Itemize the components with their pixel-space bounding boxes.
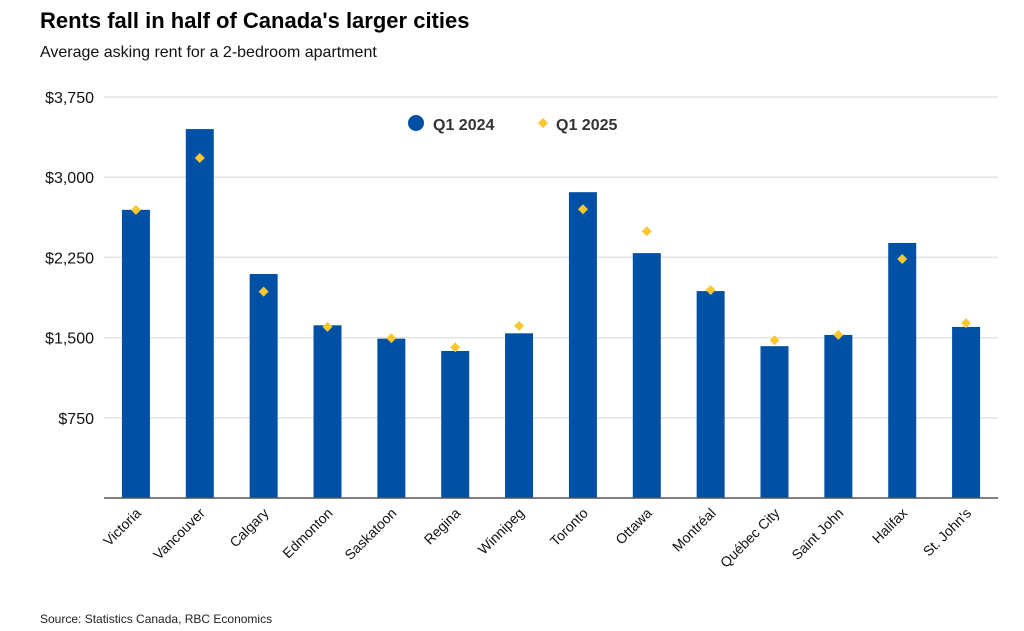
bar-q1-2024 [632,253,661,498]
y-tick-label: $750 [58,411,94,428]
x-tick-label: Regina [421,505,464,548]
x-tick-label: Toronto [547,505,591,549]
x-tick-label: Calgary [226,505,271,550]
chart-title: Rents fall in half of Canada's larger ci… [40,8,470,33]
legend-marker-q1-2024 [408,115,424,131]
bar-q1-2024 [121,209,150,498]
bar-q1-2024 [313,325,342,498]
diamond-q1-2025 [130,204,141,215]
bar-q1-2024 [441,350,470,498]
x-tick-label: Vancouver [150,505,208,563]
diamond-q1-2025 [641,226,652,237]
bar-q1-2024 [505,333,534,498]
x-tick-label: Halifax [869,505,911,547]
bar-q1-2024 [888,242,917,498]
diamond-q1-2025 [450,342,461,353]
bar-q1-2024 [568,192,597,499]
diamond-q1-2025 [705,285,716,296]
diamond-q1-2025 [322,321,333,332]
diamond-q1-2025 [258,286,269,297]
x-tick-label: Montréal [669,505,719,555]
y-tick-label: $2,250 [45,250,94,267]
x-tick-label: Québec City [717,505,783,571]
y-tick-label: $3,750 [45,90,94,107]
legend-label-q1-2025: Q1 2025 [556,117,617,134]
diamond-q1-2025 [961,318,972,329]
diamond-q1-2025 [897,254,908,265]
x-tick-label: Saskatoon [341,505,399,563]
diamond-q1-2025 [386,333,397,344]
bar-q1-2024 [696,291,725,498]
bar-q1-2024 [377,338,406,498]
bar-q1-2024 [760,346,789,498]
x-tick-label: St. John's [920,505,974,559]
legend-label-q1-2024: Q1 2024 [433,117,494,134]
x-tick-label: Victoria [100,505,144,549]
diamond-q1-2025 [514,320,525,331]
bar-q1-2024 [249,273,278,498]
chart-subtitle: Average asking rent for a 2-bedroom apar… [40,44,377,61]
legend-marker-q1-2025 [538,118,548,128]
bar-q1-2024 [952,326,981,498]
x-tick-label: Ottawa [612,505,655,548]
y-tick-label: $1,500 [45,331,94,348]
bar-q1-2024 [824,334,853,498]
diamond-q1-2025 [577,204,588,215]
diamond-q1-2025 [194,152,205,163]
diamond-q1-2025 [769,335,780,346]
y-tick-label: $3,000 [45,170,94,187]
x-tick-label: Edmonton [279,505,335,561]
diamond-q1-2025 [833,329,844,340]
x-tick-label: Saint John [788,505,846,563]
bar-q1-2024 [185,129,214,498]
source-note: Source: Statistics Canada, RBC Economics [40,612,273,626]
x-tick-label: Winnipeg [475,505,528,558]
